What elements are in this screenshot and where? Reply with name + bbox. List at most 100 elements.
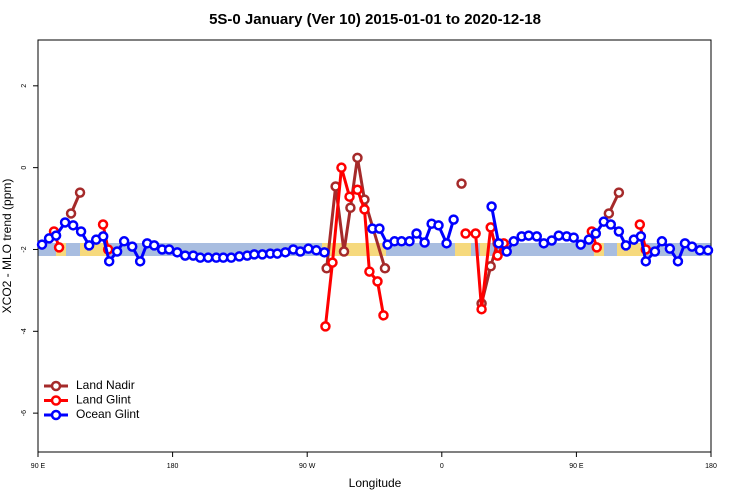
y-tick-label: 0 — [21, 166, 28, 170]
data-point — [460, 228, 471, 239]
data-point — [508, 236, 519, 247]
y-tick-label: -4 — [21, 328, 28, 334]
data-point — [179, 250, 191, 261]
land-band — [322, 243, 386, 256]
data-point — [372, 276, 383, 287]
data-point — [65, 208, 77, 219]
data-point — [53, 242, 65, 253]
data-point — [523, 230, 534, 241]
data-point — [433, 220, 444, 231]
data-point — [702, 245, 714, 256]
legend-symbol — [50, 409, 62, 421]
x-tick-label: 90 E — [31, 463, 46, 470]
data-point — [50, 230, 62, 241]
data-point — [295, 246, 306, 257]
data-point — [352, 184, 363, 195]
data-point — [97, 231, 109, 242]
data-point — [419, 237, 430, 248]
data-point — [75, 226, 87, 237]
data-point — [694, 245, 706, 256]
data-point — [352, 152, 363, 164]
data-point — [111, 246, 123, 257]
data-point — [620, 240, 632, 251]
data-point — [134, 256, 146, 267]
data-point — [36, 239, 48, 250]
data-point — [613, 187, 625, 198]
data-point — [411, 228, 422, 239]
data-point — [605, 219, 617, 230]
legend-label: Land Nadir — [76, 378, 135, 392]
data-point — [492, 250, 503, 261]
data-point — [583, 234, 595, 245]
data-point — [83, 240, 95, 251]
legend-label: Ocean Glint — [76, 407, 140, 421]
legend-label: Land Glint — [76, 393, 131, 407]
x-tick-label: 90 W — [299, 463, 316, 470]
data-point — [336, 162, 347, 173]
data-point — [441, 238, 452, 249]
x-tick-label: 180 — [167, 463, 179, 470]
legend-symbol — [50, 395, 62, 406]
land-band — [455, 243, 471, 256]
data-point — [202, 252, 214, 263]
data-point — [344, 191, 355, 202]
data-point — [486, 201, 497, 212]
series — [36, 201, 714, 267]
data-point — [272, 248, 283, 259]
data-point — [640, 256, 652, 267]
data-point — [590, 228, 602, 239]
data-point — [575, 239, 586, 250]
land-band — [480, 243, 490, 256]
x-axis-label: Longitude — [349, 476, 402, 490]
legend-symbol — [50, 380, 62, 392]
y-tick-label: 2 — [21, 84, 28, 88]
data-point — [404, 236, 415, 247]
data-point — [148, 240, 160, 251]
data-point — [74, 187, 86, 198]
data-point — [225, 252, 237, 263]
x-tick-label: 0 — [440, 463, 444, 470]
y-tick-label: -6 — [21, 410, 28, 416]
y-axis-label: XCO2 - MLO trend (ppm) — [0, 179, 14, 314]
data-point — [686, 241, 698, 252]
data-point — [664, 243, 676, 254]
data-point — [327, 257, 338, 268]
data-point — [364, 266, 375, 277]
data-point — [319, 247, 330, 258]
surface-band — [38, 243, 711, 256]
data-point — [613, 226, 625, 237]
data-point — [649, 246, 661, 257]
x-tick-label: 90 E — [569, 463, 584, 470]
data-point — [345, 202, 356, 213]
data-point — [568, 232, 579, 243]
data-point — [448, 214, 459, 225]
data-point — [501, 246, 512, 257]
data-point — [656, 236, 668, 247]
data-point — [456, 178, 467, 189]
data-point — [634, 219, 646, 230]
data-point — [249, 249, 260, 260]
data-point — [163, 244, 175, 255]
data-point — [103, 256, 115, 267]
data-point — [470, 228, 481, 239]
data-point — [97, 219, 109, 230]
data-point — [546, 235, 557, 246]
y-tick-label: -2 — [21, 246, 28, 252]
data-point — [320, 321, 331, 332]
data-point — [311, 245, 322, 256]
data-point — [118, 236, 130, 247]
data-point — [493, 238, 504, 249]
data-point — [378, 310, 389, 321]
data-point — [374, 223, 385, 234]
data-point — [379, 263, 391, 274]
data-point — [303, 243, 314, 254]
data-point — [359, 204, 370, 215]
data-point — [591, 242, 602, 253]
data-point — [635, 231, 647, 242]
data-point — [485, 222, 496, 233]
data-point — [531, 231, 543, 242]
data-point — [67, 220, 79, 231]
data-point — [126, 241, 138, 252]
